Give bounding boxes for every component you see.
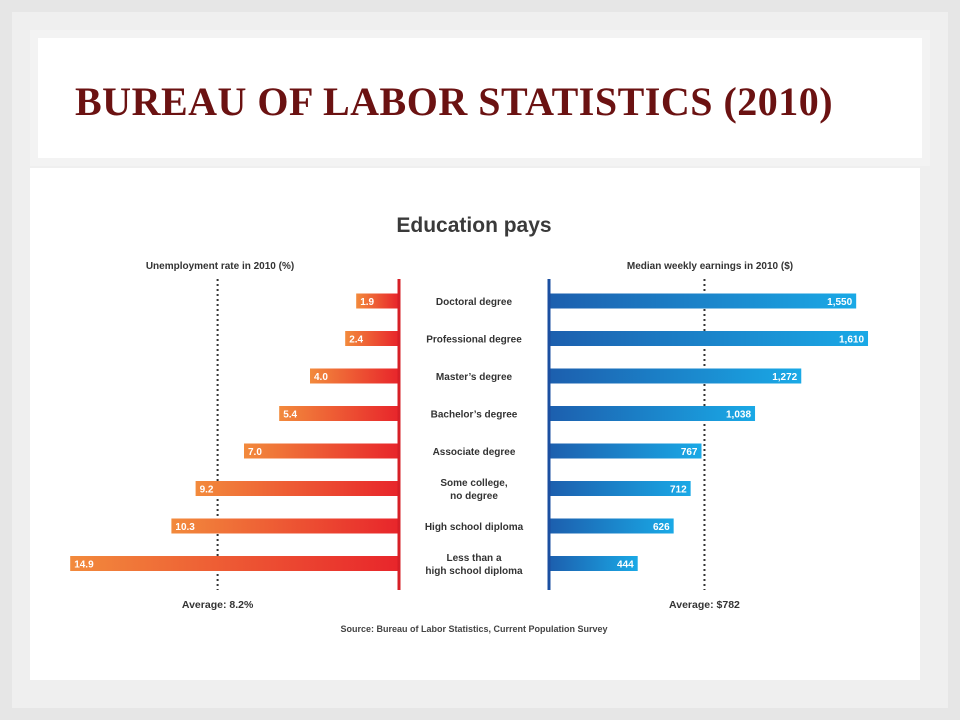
earnings-value-label: 1,038 <box>726 410 751 421</box>
unemployment-bar <box>356 293 398 309</box>
category-label: Some college, no degree <box>440 478 507 502</box>
chart-panel: Education pays Unemployment rate in 2010 … <box>30 168 920 680</box>
category-label: Bachelor’s degree <box>431 410 518 421</box>
earnings-value-label: 767 <box>681 447 698 458</box>
right-series-label: Median weekly earnings in 2010 ($) <box>627 261 793 272</box>
category-label: Doctoral degree <box>436 297 513 308</box>
earnings-bar <box>550 331 869 346</box>
category-label-line: Doctoral degree <box>436 297 513 308</box>
category-label: High school diploma <box>425 522 524 533</box>
category-label-line: Associate degree <box>433 447 516 458</box>
unemployment-bar <box>70 556 398 571</box>
category-label-line: Bachelor’s degree <box>431 410 518 421</box>
unemployment-value-label: 10.3 <box>175 522 195 533</box>
unemployment-bar <box>171 518 398 534</box>
category-label-line: Less than a <box>446 553 501 564</box>
right-average-label: Average: $782 <box>669 599 740 611</box>
earnings-bar <box>550 518 674 534</box>
unemployment-value-label: 2.4 <box>349 335 363 346</box>
slide-title: BUREAU OF LABOR STATISTICS (2010) <box>75 79 834 124</box>
category-label: Professional degree <box>426 335 522 346</box>
earnings-bar <box>550 293 857 309</box>
category-label-line: Master’s degree <box>436 372 513 383</box>
unemployment-value-label: 14.9 <box>74 560 94 571</box>
title-card <box>30 30 930 166</box>
unemployment-value-label: 7.0 <box>248 447 262 458</box>
earnings-bar <box>550 406 756 421</box>
category-label-line: High school diploma <box>425 522 524 533</box>
earnings-bar <box>550 481 691 496</box>
earnings-value-label: 1,550 <box>827 297 852 308</box>
unemployment-value-label: 9.2 <box>200 485 214 496</box>
earnings-value-label: 626 <box>653 522 670 533</box>
earnings-value-label: 1,272 <box>772 372 797 383</box>
earnings-bar <box>550 368 802 384</box>
education-pays-chart: Education pays Unemployment rate in 2010 … <box>70 214 869 634</box>
category-label-line: Some college, <box>440 478 507 489</box>
category-label: Less than a high school diploma <box>425 553 523 577</box>
chart-title: Education pays <box>396 214 551 237</box>
earnings-bar <box>550 556 638 571</box>
unemployment-bar <box>310 368 398 384</box>
category-label: Master’s degree <box>436 372 513 383</box>
category-label: Associate degree <box>433 447 516 458</box>
unemployment-value-label: 1.9 <box>360 297 374 308</box>
left-average-label: Average: 8.2% <box>182 599 254 611</box>
unemployment-bar <box>279 406 398 421</box>
earnings-value-label: 1,610 <box>839 335 864 346</box>
unemployment-value-label: 4.0 <box>314 372 328 383</box>
earnings-bar <box>550 443 702 459</box>
category-label-line: high school diploma <box>425 566 523 577</box>
unemployment-bar <box>345 331 398 346</box>
unemployment-bar <box>244 443 398 459</box>
unemployment-value-label: 5.4 <box>283 410 297 421</box>
earnings-value-label: 444 <box>617 560 634 571</box>
earnings-value-label: 712 <box>670 485 687 496</box>
category-label-line: no degree <box>450 491 498 502</box>
category-label-line: Professional degree <box>426 335 522 346</box>
source-note: Source: Bureau of Labor Statistics, Curr… <box>340 624 607 634</box>
unemployment-bar <box>195 481 398 496</box>
left-series-label: Unemployment rate in 2010 (%) <box>146 261 294 272</box>
